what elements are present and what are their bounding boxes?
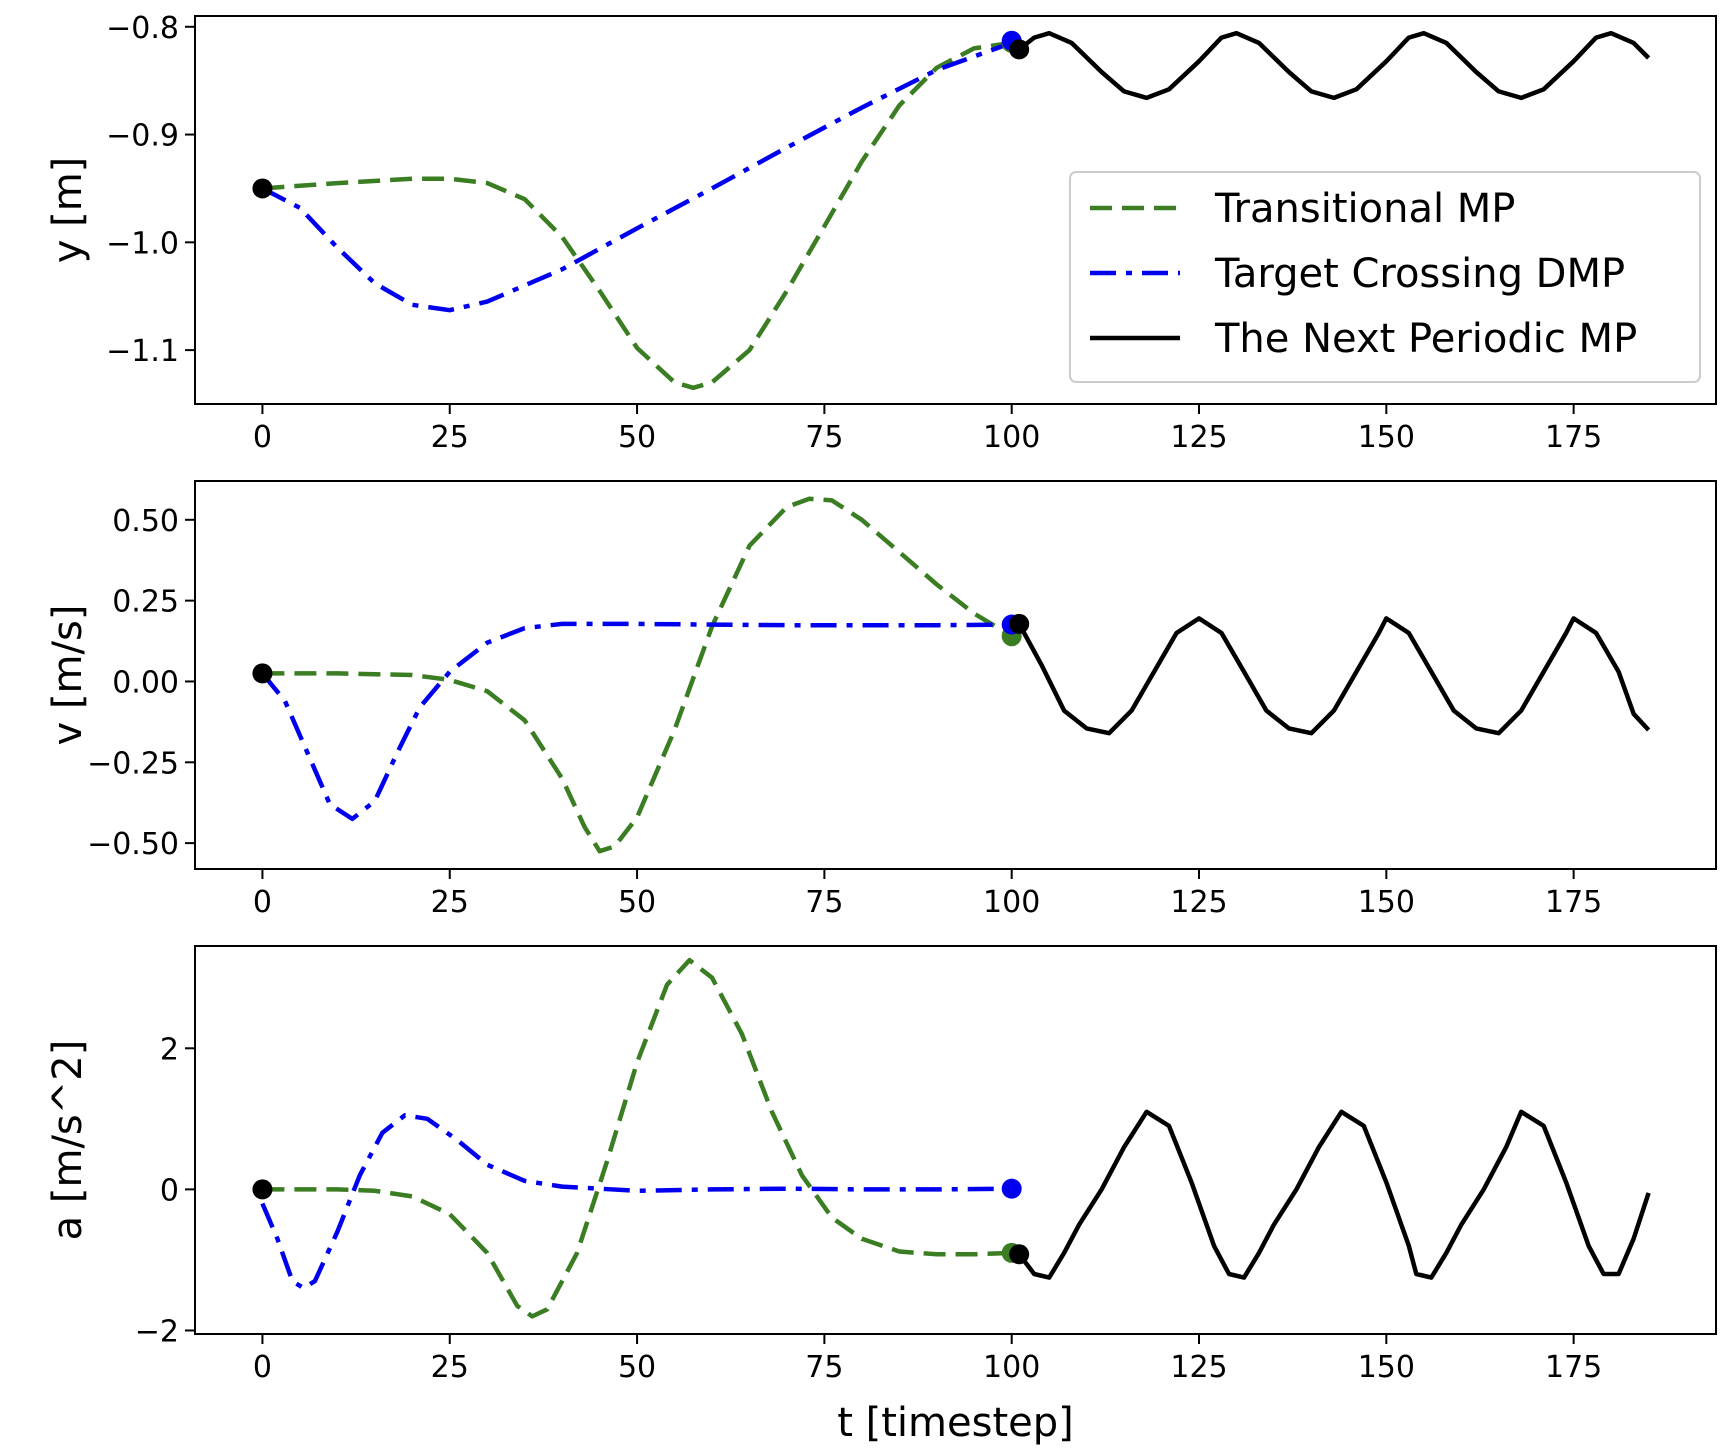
x-tick-label: 175 bbox=[1545, 420, 1602, 455]
marker-point-4 bbox=[1009, 39, 1030, 60]
legend-label: Target Crossing DMP bbox=[1214, 251, 1625, 297]
x-axis-label: t [timestep] bbox=[837, 1400, 1074, 1446]
x-tick-label: 175 bbox=[1545, 1350, 1602, 1385]
series-line-1 bbox=[262, 496, 1013, 854]
chart-panel-2: 0 25 50 75 100 125 150 175 0.50 0.25 0.00 −0.25 −0.5… bbox=[45, 480, 1717, 920]
axes-frame bbox=[194, 945, 1717, 1335]
y-tick-label: −0.8 bbox=[106, 11, 179, 46]
y-tick-label: −0.25 bbox=[87, 746, 179, 781]
x-tick-label: 50 bbox=[618, 885, 656, 920]
series-line-3 bbox=[1017, 30, 1651, 101]
series-line-3 bbox=[1017, 616, 1651, 736]
marker-point-1 bbox=[252, 663, 273, 684]
x-tick-label: 50 bbox=[618, 420, 656, 455]
x-tick-label: 75 bbox=[805, 420, 843, 455]
y-tick-label: 0.25 bbox=[112, 585, 179, 620]
x-tick-label: 75 bbox=[805, 885, 843, 920]
x-tick-label: 0 bbox=[253, 1350, 272, 1385]
y-tick-label: 0.00 bbox=[112, 665, 179, 700]
x-tick-label: 25 bbox=[431, 885, 469, 920]
marker-point-1 bbox=[252, 1179, 273, 1200]
y-tick-label: −1.0 bbox=[106, 226, 179, 261]
legend-box bbox=[1069, 171, 1701, 383]
legend-label: Transitional MP bbox=[1214, 186, 1515, 232]
series-line-2 bbox=[261, 40, 1013, 313]
y-axis-label: a [m/s^2] bbox=[45, 1040, 91, 1241]
x-tick-label: 150 bbox=[1358, 1350, 1415, 1385]
x-tick-label: 125 bbox=[1170, 1350, 1227, 1385]
x-tick-label: 100 bbox=[983, 885, 1040, 920]
marker-point-4 bbox=[1009, 1244, 1030, 1265]
legend: Transitional MP Target Crossing DMP The Ne… bbox=[1069, 171, 1701, 383]
series-line-3 bbox=[1017, 1109, 1651, 1280]
chart-panel-1: 0 25 50 75 100 125 150 175 −0.8 −0.9 −1.0 −1.1 y [m]… bbox=[45, 11, 1717, 455]
x-tick-label: 125 bbox=[1170, 885, 1227, 920]
legend-label: The Next Periodic MP bbox=[1214, 316, 1637, 362]
chart-panel-3: 0 25 50 75 100 125 150 175 2 0 −2 a [m/s^2] t [times… bbox=[45, 945, 1717, 1446]
marker-point-4 bbox=[1009, 613, 1030, 634]
y-tick-label: 2 bbox=[160, 1032, 179, 1067]
axes-frame bbox=[194, 15, 1717, 405]
marker-point-1 bbox=[252, 178, 273, 199]
y-axis-label: v [m/s] bbox=[45, 605, 91, 746]
y-tick-label: −2 bbox=[135, 1314, 179, 1349]
axes-frame bbox=[194, 480, 1717, 870]
y-tick-label: 0.50 bbox=[112, 504, 179, 539]
series-line-1 bbox=[262, 40, 1013, 391]
y-tick-label: 0 bbox=[160, 1173, 179, 1208]
x-tick-label: 0 bbox=[253, 420, 272, 455]
x-tick-label: 100 bbox=[983, 420, 1040, 455]
x-tick-label: 125 bbox=[1170, 420, 1227, 455]
marker-point-3 bbox=[1001, 1178, 1022, 1199]
x-tick-label: 25 bbox=[431, 420, 469, 455]
x-tick-label: 25 bbox=[431, 1350, 469, 1385]
series-line-2 bbox=[260, 621, 1012, 822]
x-tick-label: 75 bbox=[805, 1350, 843, 1385]
series-line-2 bbox=[260, 1113, 1012, 1291]
y-tick-label: −0.50 bbox=[87, 827, 179, 862]
x-tick-label: 175 bbox=[1545, 885, 1602, 920]
y-axis-label: y [m] bbox=[45, 157, 91, 264]
x-tick-label: 150 bbox=[1358, 420, 1415, 455]
x-tick-label: 50 bbox=[618, 1350, 656, 1385]
series-line-1 bbox=[262, 957, 1012, 1319]
x-tick-label: 150 bbox=[1358, 885, 1415, 920]
x-tick-label: 0 bbox=[253, 885, 272, 920]
y-tick-label: −0.9 bbox=[106, 119, 179, 154]
y-tick-label: −1.1 bbox=[106, 334, 179, 369]
x-tick-label: 100 bbox=[983, 1350, 1040, 1385]
